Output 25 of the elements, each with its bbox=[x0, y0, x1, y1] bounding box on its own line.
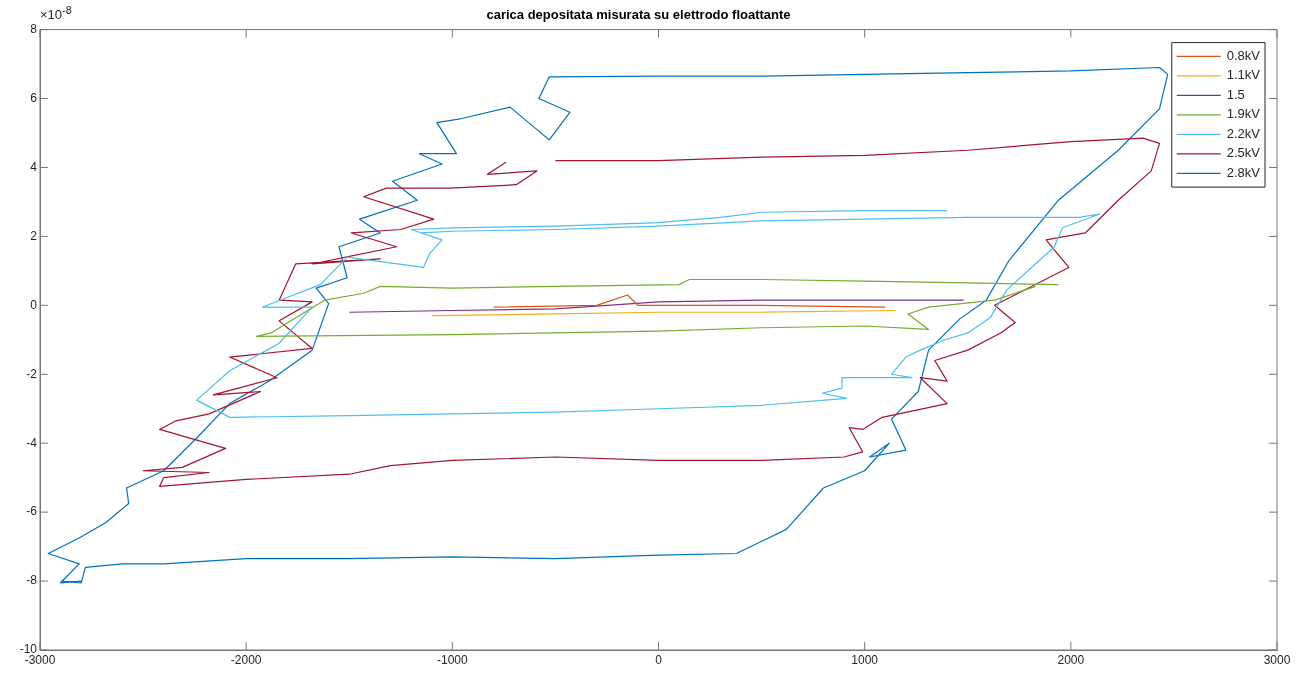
y-tick-label: 4 bbox=[30, 159, 38, 174]
legend-label: 1.9kV bbox=[1226, 106, 1261, 122]
x-tick-label: 3000 bbox=[1263, 652, 1291, 667]
y-tick-label: -4 bbox=[26, 435, 38, 450]
y-tick-label: 0 bbox=[30, 297, 38, 312]
y-tick-label: 8 bbox=[30, 21, 38, 36]
y-tick-label: -6 bbox=[26, 504, 38, 519]
x-tick-label: -3000 bbox=[24, 652, 56, 667]
legend-label: 2.2kV bbox=[1226, 125, 1261, 141]
x-tick-label: -1000 bbox=[436, 652, 468, 667]
text: ×10$^{-8}$ bbox=[40, 4, 72, 23]
legend-label: 1.5 bbox=[1226, 86, 1245, 102]
chart-title: carica depositata misurata su elettrodo floattante bbox=[486, 7, 791, 23]
x-tick-label: -2000 bbox=[230, 652, 262, 667]
x-tick-label: 0 bbox=[655, 652, 663, 667]
x-tick-label: 1000 bbox=[851, 652, 879, 667]
legend-label: 0.8kV bbox=[1226, 47, 1261, 63]
y-tick-label: 6 bbox=[30, 90, 38, 105]
x-tick-label: 2000 bbox=[1057, 652, 1085, 667]
y-tick-label: -8 bbox=[26, 573, 38, 588]
y-tick-label: 2 bbox=[30, 228, 38, 243]
legend-label: 2.8kV bbox=[1226, 164, 1261, 180]
y-tick-label: -2 bbox=[26, 366, 38, 381]
legend-label: 2.5kV bbox=[1226, 145, 1261, 161]
legend-label: 1.1kV bbox=[1226, 67, 1261, 83]
